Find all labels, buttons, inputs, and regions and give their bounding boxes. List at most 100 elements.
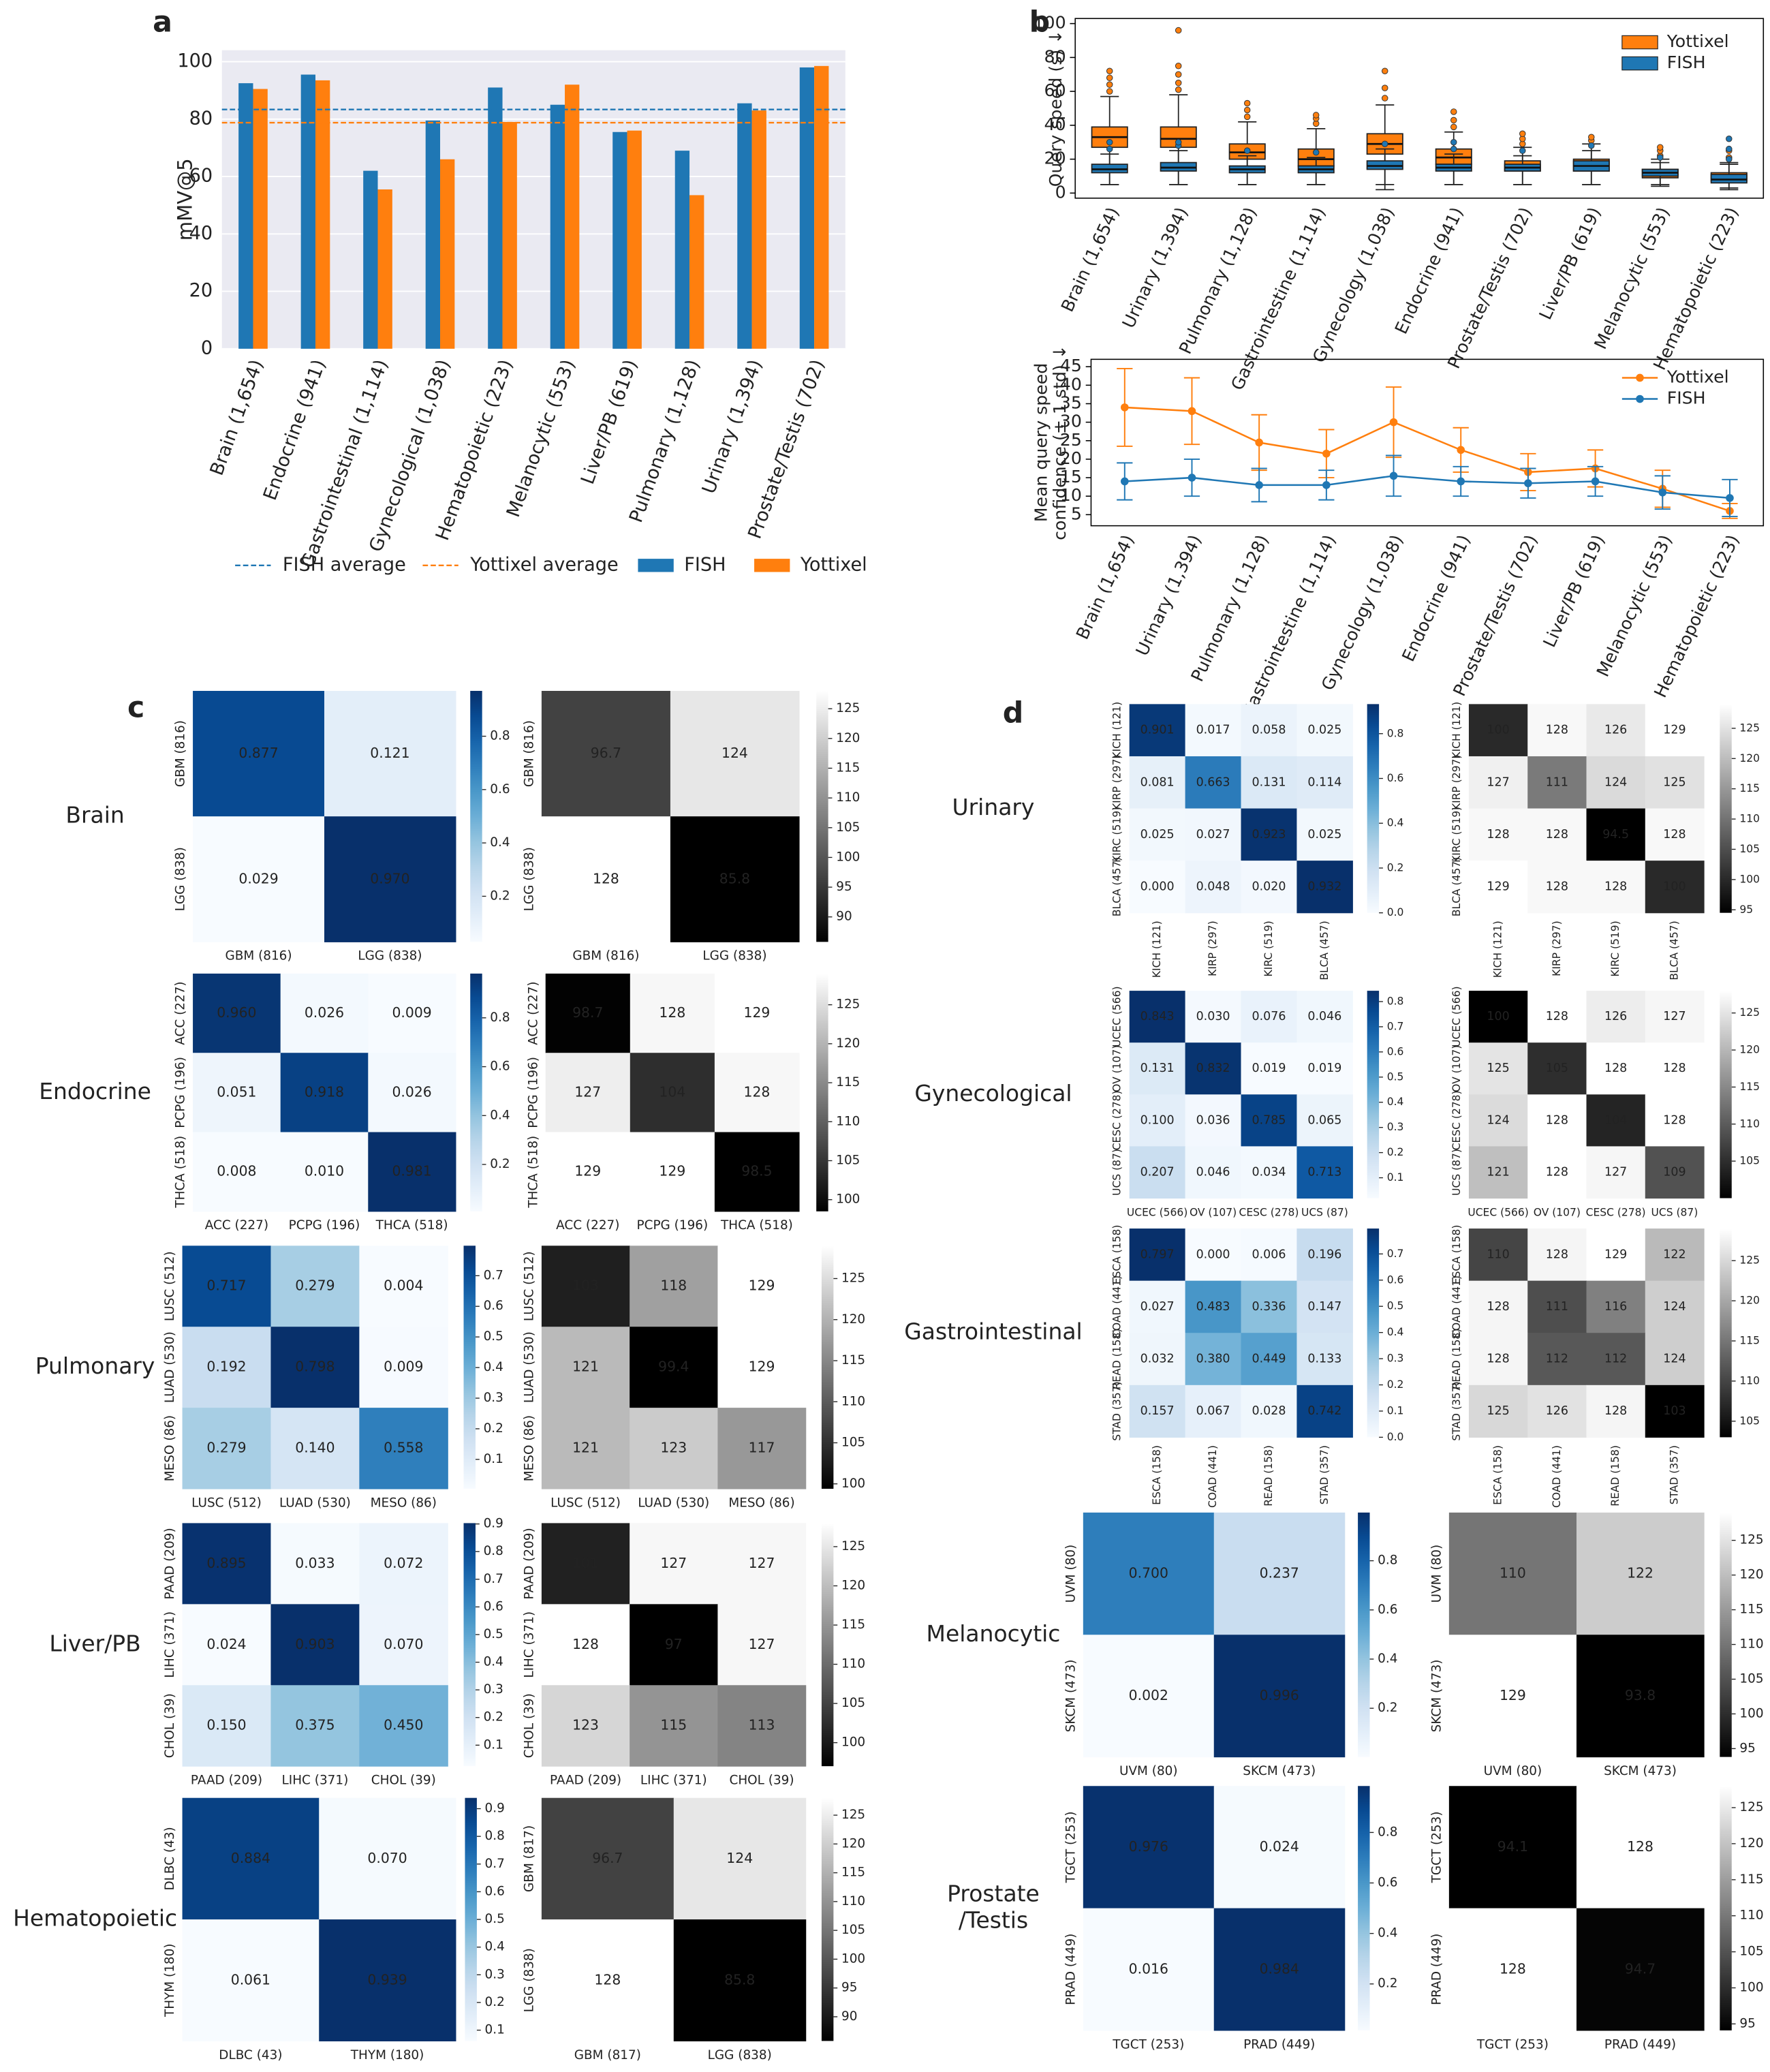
colorbar (816, 973, 828, 1211)
x-tick-label: Pulmonary (1,128) (1187, 531, 1272, 684)
heatmap-cell (1213, 1908, 1346, 2031)
marker (1591, 477, 1600, 486)
heatmap-cell (193, 1132, 281, 1212)
colorbar (821, 1797, 834, 2041)
flier (1106, 138, 1113, 146)
row-label: PRAD (449) (1429, 1934, 1444, 2005)
heatmap-cell (1448, 1635, 1577, 1758)
heatmap-cell (1586, 991, 1646, 1043)
flier (1588, 142, 1595, 149)
flier (1106, 67, 1113, 75)
heatmap-cell (359, 1523, 448, 1605)
row-label: LUSC (512) (522, 1251, 536, 1321)
flier (1726, 136, 1733, 142)
cell-label: 110 (1500, 1565, 1526, 1581)
heatmap-cell (1241, 704, 1298, 757)
plot-frame (1090, 358, 1765, 527)
colorbar (470, 690, 482, 942)
row-label: PAAD (209) (163, 1528, 177, 1599)
heatmap-cell (1527, 1228, 1587, 1282)
row-label: ESCA (158) (1111, 1225, 1123, 1285)
colorbar-tick-label: 0.8 (485, 1829, 505, 1843)
cell-label: 0.067 (1196, 1404, 1230, 1418)
heatmap-cell (1185, 1094, 1242, 1147)
heatmap-cell (670, 816, 800, 942)
row-label: UCS (87) (1450, 1149, 1463, 1196)
cell-label: 124 (1663, 1300, 1686, 1314)
cell-label: 0.025 (1307, 828, 1341, 841)
colorbar-tick-label: 105 (836, 1154, 860, 1168)
cell-label: 0.029 (238, 870, 278, 886)
cell-label: 126 (1546, 1404, 1568, 1418)
heatmap-cell (541, 1523, 630, 1605)
cell-label: 0.797 (1140, 1248, 1175, 1261)
cell-label: 128 (659, 1004, 685, 1021)
heatmap-cell (714, 1132, 800, 1212)
heatmap-cell (1527, 1333, 1587, 1386)
heatmap-cell (717, 1246, 807, 1327)
cell-label: 0.147 (1307, 1300, 1341, 1314)
cell-label: 129 (1663, 724, 1686, 737)
y-tick-label: 10 (1060, 485, 1082, 505)
heatmap-cell (1241, 1280, 1298, 1333)
cell-label: 128 (1627, 1838, 1653, 1855)
colorbar-tick-label: 0.2 (484, 1710, 503, 1725)
cell-label: 0.121 (370, 745, 409, 761)
cell-label: 0.016 (1129, 1960, 1168, 1977)
flier (1519, 147, 1526, 154)
cell-label: 0.065 (1307, 1113, 1341, 1127)
flier (1106, 145, 1113, 153)
legend-swatch (754, 559, 790, 572)
heatmap-cell (270, 1408, 360, 1489)
colorbar-tick-label: 125 (841, 1808, 865, 1822)
heatmap-cell (541, 816, 671, 942)
colorbar-tick-label: 0.6 (1387, 1045, 1404, 1057)
row-label: KIRC (519) (1450, 807, 1463, 863)
flier (1312, 112, 1320, 119)
colorbar-tick-label: 115 (836, 1075, 860, 1089)
cell-label: 128 (1487, 828, 1509, 841)
flier (1726, 145, 1733, 153)
row-label: READ (158) (1450, 1329, 1463, 1390)
bar (550, 104, 565, 349)
heatmap-cell (1468, 704, 1528, 757)
y-axis-label: Mean query speed (1031, 363, 1051, 522)
heatmap-cell (270, 1246, 360, 1327)
y-tick-label: 0 (201, 337, 213, 358)
heatmap-cell (1527, 1385, 1587, 1438)
heatmap-cell (630, 1604, 719, 1686)
row-label: UVM (80) (1063, 1545, 1078, 1603)
group-label: Liver/PB (49, 1630, 140, 1656)
heatmap-cell (1129, 991, 1186, 1043)
heatmap-cell (1645, 1228, 1705, 1282)
marker (1120, 477, 1129, 486)
colorbar-tick-label: 105 (1739, 843, 1760, 855)
row-label: KICH (121) (1111, 702, 1123, 759)
heatmap-cell (541, 1246, 630, 1327)
heatmap-cell (1129, 756, 1186, 809)
col-label: ESCA (158) (1151, 1445, 1163, 1505)
heatmap-cell (1185, 1385, 1242, 1438)
cell-label: 126 (1604, 724, 1627, 737)
cell-label: 127 (749, 1636, 775, 1652)
cell-label: 0.976 (1129, 1838, 1168, 1855)
col-label: LUAD (530) (279, 1496, 351, 1510)
colorbar-tick-label: 110 (1739, 1908, 1763, 1923)
colorbar-tick-label: 0.2 (485, 1995, 505, 2009)
x-tick-label: Endocrine (941) (1398, 531, 1474, 664)
cell-label: 0.017 (1196, 724, 1230, 737)
cell-label: 112 (1604, 1352, 1627, 1366)
plot-frame (1074, 18, 1765, 199)
heatmap-cell (1297, 1228, 1353, 1282)
y-tick-label: 45 (1060, 356, 1082, 375)
colorbar-tick-label: 120 (1739, 1044, 1760, 1056)
cell-label: 128 (744, 1083, 771, 1100)
flier (1312, 149, 1320, 156)
heatmap-cell (1586, 1385, 1646, 1438)
heatmap-cell (1185, 991, 1242, 1043)
heatmap-cell (182, 1523, 272, 1605)
heatmap-cell (1586, 756, 1646, 809)
heatmap-cell (359, 1408, 448, 1489)
cell-label: 0.026 (305, 1004, 344, 1021)
heatmap-cell (1129, 1042, 1186, 1095)
